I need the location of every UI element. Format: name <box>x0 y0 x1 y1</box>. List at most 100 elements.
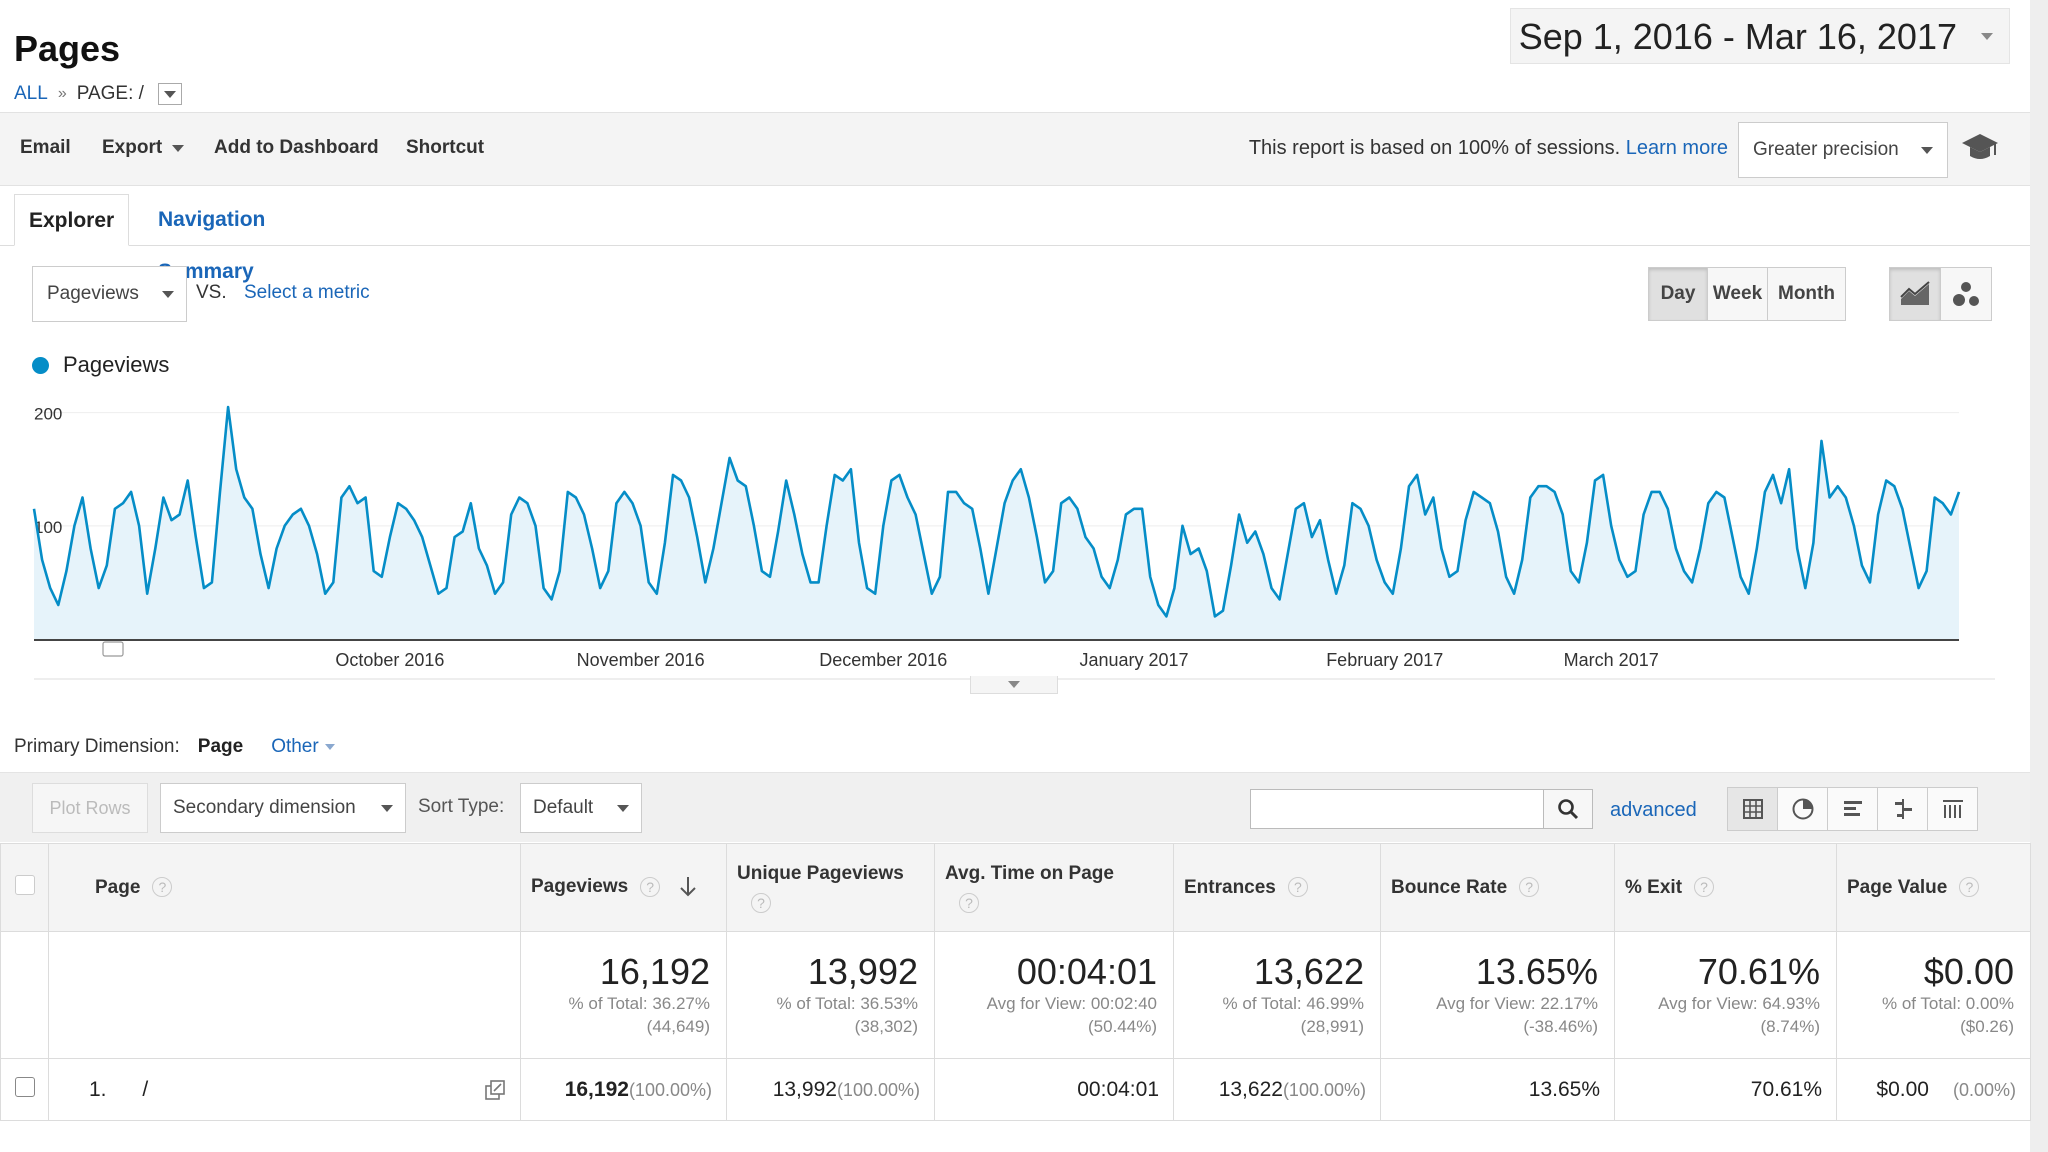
header-avg-time[interactable]: Avg. Time on Page? <box>934 843 1174 932</box>
view-percentage-button[interactable] <box>1777 787 1828 831</box>
add-to-dashboard-button[interactable]: Add to Dashboard <box>214 137 379 158</box>
help-icon[interactable]: ? <box>959 892 979 913</box>
header-page-value[interactable]: Page Value? <box>1836 843 2031 932</box>
table-view-switcher <box>1727 787 1978 831</box>
breadcrumb-page: PAGE: / <box>76 83 144 104</box>
dimension-other-dropdown[interactable]: Other <box>271 736 335 758</box>
totals-exit-view: Avg for View: 64.93% <box>1658 994 1820 1013</box>
sort-type-value: Default <box>533 797 594 818</box>
metric-dropdown[interactable]: Pageviews <box>32 266 187 322</box>
help-icon[interactable]: ? <box>640 877 661 898</box>
table-search-input[interactable] <box>1250 789 1544 829</box>
report-table: Page? Pageviews? Unique Pageviews? Avg. … <box>0 843 2031 1121</box>
totals-value-value: $0.00 <box>1923 951 2014 992</box>
totals-entrances: 13,622 % of Total: 46.99% (28,991) <box>1173 931 1381 1059</box>
header-value-label: Page Value <box>1847 876 1948 898</box>
row-pageviews: 16,192(100.00%) <box>520 1058 727 1121</box>
header-entrances[interactable]: Entrances? <box>1173 843 1381 932</box>
x-tick-label: October 2016 <box>335 650 444 670</box>
learn-more-link[interactable]: Learn more <box>1625 137 1728 159</box>
page-title: Pages <box>14 28 121 69</box>
breadcrumb-dropdown-button[interactable] <box>157 83 182 105</box>
scroll-gutter[interactable] <box>2030 0 2048 1152</box>
help-icon[interactable]: ? <box>751 892 771 913</box>
table-row[interactable]: 1. / 16,192(100.00%) 13,992(100.00%) 00:… <box>0 1058 2031 1121</box>
graduation-cap-icon[interactable] <box>1960 131 2000 165</box>
secondary-dimension-dropdown[interactable]: Secondary dimension <box>160 783 406 833</box>
header-bounce-rate[interactable]: Bounce Rate? <box>1380 843 1615 932</box>
header-pageviews[interactable]: Pageviews? <box>520 843 727 932</box>
x-tick-label: December 2016 <box>819 650 947 670</box>
totals-value: $0.00 % of Total: 0.00% ($0.26) <box>1836 931 2031 1059</box>
bubble-chart-icon <box>1953 282 1979 306</box>
help-icon[interactable]: ? <box>1519 877 1540 898</box>
help-icon[interactable]: ? <box>1694 877 1715 898</box>
search-icon <box>1558 799 1579 820</box>
row-checkbox-cell[interactable] <box>0 1058 49 1121</box>
vs-label: VS. <box>196 282 227 303</box>
tab-explorer[interactable]: Explorer <box>14 194 130 246</box>
header-page[interactable]: Page? <box>48 843 521 932</box>
row-bounce: 13.65% <box>1380 1058 1615 1121</box>
chart-collapse-toggle[interactable] <box>970 676 1058 694</box>
totals-entrances-all: (28,991) <box>1300 1017 1364 1036</box>
x-tick-label: March 2017 <box>1564 650 1659 670</box>
help-icon[interactable]: ? <box>1959 877 1980 898</box>
view-pivot-button[interactable] <box>1927 787 1978 831</box>
chevron-down-icon <box>381 805 393 812</box>
plot-rows-button[interactable]: Plot Rows <box>32 783 148 833</box>
totals-value-pct: % of Total: 0.00% <box>1882 994 2014 1013</box>
header-unique-label: Unique Pageviews <box>737 862 904 884</box>
breadcrumb-all-link[interactable]: ALL <box>14 83 48 104</box>
totals-avg-time-diff: (50.44%) <box>1088 1017 1157 1036</box>
date-range-label: Sep 1, 2016 - Mar 16, 2017 <box>1518 16 1957 57</box>
day-button[interactable]: Day <box>1648 267 1708 321</box>
totals-checkbox-cell <box>0 931 49 1059</box>
precision-dropdown[interactable]: Greater precision <box>1738 122 1948 178</box>
chart-legend: Pageviews <box>32 352 169 378</box>
line-chart-button[interactable] <box>1889 267 1941 321</box>
header-unique-pageviews[interactable]: Unique Pageviews? <box>726 843 935 932</box>
shortcut-button[interactable]: Shortcut <box>406 137 485 158</box>
breadcrumb-separator: » <box>57 85 67 102</box>
help-icon[interactable]: ? <box>1287 877 1308 898</box>
chevron-down-icon <box>1981 33 1993 40</box>
export-button[interactable]: Export <box>102 137 185 159</box>
line-chart-icon <box>1900 281 1930 305</box>
totals-bounce-diff: (-38.46%) <box>1523 1017 1598 1036</box>
tab-navigation-summary[interactable]: Navigation Summary <box>158 208 266 283</box>
header-select-all[interactable] <box>0 843 49 932</box>
view-data-button[interactable] <box>1727 787 1778 831</box>
row-page-link[interactable]: / <box>142 1077 149 1101</box>
view-performance-button[interactable] <box>1827 787 1878 831</box>
export-label: Export <box>102 137 163 158</box>
month-button[interactable]: Month <box>1767 267 1846 321</box>
row-entrances: 13,622(100.00%) <box>1173 1058 1381 1121</box>
sort-type-dropdown[interactable]: Default <box>520 783 642 833</box>
secondary-dimension-label: Secondary dimension <box>173 797 356 818</box>
header-avg-time-label: Avg. Time on Page <box>945 862 1114 884</box>
select-metric-link[interactable]: Select a metric <box>244 282 370 303</box>
sort-type-label: Sort Type: <box>418 796 505 817</box>
header-pageviews-label: Pageviews <box>531 876 629 898</box>
date-range-picker[interactable]: Sep 1, 2016 - Mar 16, 2017 <box>1509 8 2010 64</box>
select-all-checkbox[interactable] <box>14 874 35 895</box>
sort-descending-icon <box>680 877 697 897</box>
week-button[interactable]: Week <box>1707 267 1768 321</box>
totals-unique-pct: % of Total: 36.53% <box>776 994 918 1013</box>
row-unique-value: 13,992 <box>772 1077 837 1101</box>
email-button[interactable]: Email <box>20 137 71 158</box>
chevron-down-icon <box>617 805 629 812</box>
totals-avg-time-view: Avg for View: 00:02:40 <box>986 994 1157 1013</box>
external-link-icon[interactable] <box>484 1079 506 1101</box>
motion-chart-button[interactable] <box>1940 267 1992 321</box>
view-comparison-button[interactable] <box>1877 787 1928 831</box>
header-exit[interactable]: % Exit? <box>1614 843 1837 932</box>
search-button[interactable] <box>1543 789 1593 829</box>
dimension-page[interactable]: Page <box>197 736 244 757</box>
advanced-filter-link[interactable]: advanced <box>1610 799 1697 821</box>
row-checkbox[interactable] <box>14 1076 35 1097</box>
totals-unique: 13,992 % of Total: 36.53% (38,302) <box>726 931 935 1059</box>
x-tick-label: January 2017 <box>1079 650 1188 670</box>
help-icon[interactable]: ? <box>152 877 173 898</box>
